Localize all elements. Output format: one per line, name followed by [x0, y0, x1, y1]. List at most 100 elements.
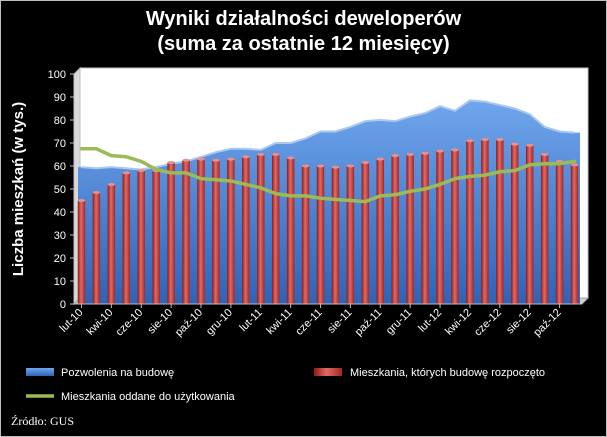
line-point [200, 177, 202, 180]
legend: Pozwolenia na budowę Mieszkania, których … [26, 367, 545, 403]
area-point [200, 156, 202, 158]
bar-cap [376, 157, 385, 161]
bar [197, 159, 205, 304]
bar-cap [77, 199, 86, 202]
bar-cap [421, 151, 429, 155]
bar [227, 159, 235, 304]
bar-cap [481, 138, 489, 142]
bar [511, 144, 519, 304]
y-axis-label: Liczba mieszkań (w tys.) [10, 102, 27, 276]
chart-title: Wyniki działalności deweloperów (suma za… [1, 7, 606, 57]
bar [406, 154, 414, 304]
line-point [558, 162, 561, 165]
y-tick-label: 0 [60, 299, 66, 311]
legend-swatch [314, 368, 342, 376]
y-tick-label: 40 [54, 207, 66, 219]
bar-cap [242, 155, 250, 159]
x-tick-label: paź-12 [531, 307, 563, 339]
bar-cap [197, 157, 205, 161]
line-point [379, 194, 382, 197]
x-tick-label: lut-11 [238, 307, 265, 334]
bar-cap [436, 149, 444, 153]
bar-cap [257, 153, 265, 156]
line-point [409, 190, 412, 193]
area-point [95, 167, 98, 170]
bar [376, 159, 385, 304]
bar-cap [570, 163, 579, 167]
bar [77, 200, 86, 304]
bar [570, 164, 579, 304]
bar [271, 154, 280, 304]
line-point [424, 188, 427, 190]
line-point [349, 199, 352, 202]
area-point [364, 120, 367, 122]
bar [540, 154, 549, 304]
source-note: Źródło: GUS [11, 414, 74, 428]
bar-cap [331, 165, 340, 169]
area-point [215, 151, 217, 153]
bar-cap [346, 164, 355, 168]
line-point [528, 163, 531, 166]
area-point [304, 137, 307, 140]
x-tick-label: gru-10 [204, 307, 235, 338]
line-point [289, 194, 292, 197]
line-point [454, 177, 456, 180]
bar [92, 192, 101, 304]
line-point [80, 147, 83, 150]
line-point [125, 155, 128, 158]
legend-label: Mieszkania oddane do użytkowania [61, 391, 236, 403]
bar [212, 160, 220, 304]
line-point [364, 200, 367, 203]
chart-title-line-1: Wyniki działalności deweloperów [145, 8, 462, 30]
y-tick-label: 100 [48, 69, 66, 81]
bar-cap [540, 153, 549, 156]
bar [466, 140, 474, 304]
area-point [424, 112, 426, 114]
bar [481, 139, 489, 304]
area-point [274, 142, 277, 144]
bar [316, 166, 325, 304]
bar [496, 139, 504, 304]
legend-swatch [26, 368, 54, 376]
y-tick-label: 20 [54, 253, 66, 265]
line-point [110, 154, 113, 157]
bar-cap [511, 142, 519, 146]
bar-cap [316, 164, 325, 168]
area-point [125, 167, 128, 170]
bar [555, 161, 564, 304]
line-point [483, 174, 486, 177]
bar-cap [466, 139, 474, 143]
bar-cap [107, 182, 116, 186]
legend-label: Pozwolenia na budowę [61, 367, 174, 379]
area-point [469, 99, 471, 102]
area-point [573, 131, 576, 134]
line-point [95, 147, 98, 150]
line-point [513, 169, 516, 172]
bar [421, 153, 429, 304]
line-point [319, 197, 322, 200]
legend-item-pozwolenia: Pozwolenia na budowę [26, 367, 174, 379]
line-point [259, 186, 262, 189]
area-point [528, 113, 531, 116]
bar-cap [451, 148, 459, 152]
bar [451, 149, 459, 304]
bar-cap [92, 190, 101, 194]
bar-cap [391, 154, 399, 158]
line-point [185, 171, 188, 174]
bar-cap [137, 169, 145, 173]
bar [182, 160, 190, 304]
legend-label: Mieszkania, których budowę rozpoczęto [350, 367, 545, 379]
bar [346, 166, 355, 304]
bar [107, 184, 116, 304]
y-tick-label: 10 [54, 276, 66, 288]
bar [137, 170, 145, 304]
x-tick-label: lut-12 [416, 307, 444, 335]
bar-cap [122, 171, 131, 175]
area-point [110, 166, 113, 168]
line-point [155, 168, 158, 171]
bar [167, 162, 175, 304]
bar [257, 154, 265, 304]
area-point [230, 147, 232, 150]
